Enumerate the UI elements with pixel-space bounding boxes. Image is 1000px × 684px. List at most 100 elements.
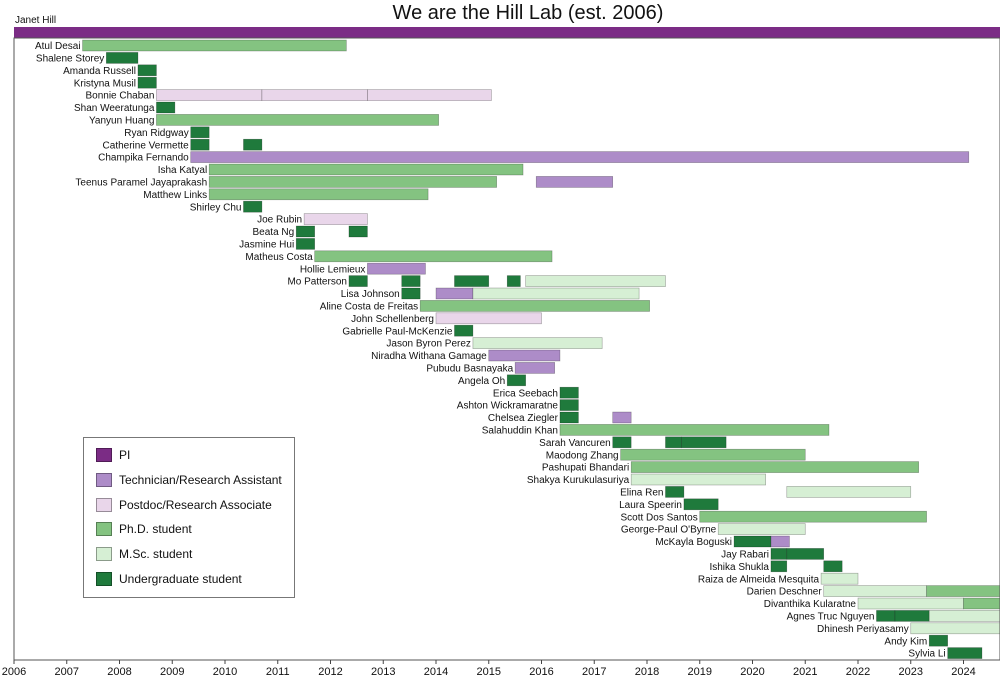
member-label-laura-speerin: Laura Speerin <box>619 500 682 511</box>
legend: PI Technician/Research Assistant Postdoc… <box>83 437 295 598</box>
member-label-shan-weeratunga: Shan Weeratunga <box>74 103 155 114</box>
x-tick-label-2012: 2012 <box>318 666 342 678</box>
bar-aline-costa-de-freitas-1 <box>420 300 649 311</box>
bar-mo-patterson-3 <box>454 276 488 287</box>
bar-agnes-truc-nguyen-1 <box>876 610 894 621</box>
bar-sarah-vancuren-1 <box>613 437 631 448</box>
member-label-ishika-shukla: Ishika Shukla <box>709 562 769 573</box>
bar-hollie-lemieux-1 <box>367 263 425 274</box>
bar-jay-rabari-1 <box>771 548 787 559</box>
bar-lisa-johnson-3 <box>473 288 639 299</box>
x-tick-label-2016: 2016 <box>529 666 553 678</box>
bar-atul-desai-1 <box>83 40 347 51</box>
member-label-dhinesh-periyasamy: Dhinesh Periyasamy <box>817 624 909 635</box>
bar-mo-patterson-2 <box>402 276 420 287</box>
bar-teenus-paramel-jayaprakash-1 <box>209 176 496 187</box>
member-label-salahuddin-khan: Salahuddin Khan <box>482 426 558 437</box>
legend-swatch-msc <box>96 547 112 561</box>
legend-item-ug: Undergraduate student <box>96 571 242 587</box>
bar-lisa-johnson-1 <box>402 288 420 299</box>
x-tick-label-2010: 2010 <box>213 666 237 678</box>
member-label-niradha-withana-gamage: Niradha Withana Gamage <box>371 351 487 362</box>
bar-beata-ng-2 <box>349 226 367 237</box>
member-label-sylvia-li: Sylvia Li <box>908 649 945 660</box>
bar-matthew-links-1 <box>209 189 428 200</box>
legend-swatch-postdoc <box>96 498 112 512</box>
bar-beata-ng-1 <box>296 226 314 237</box>
bar-pubudu-basnayaka-1 <box>515 362 555 373</box>
member-label-ashton-wickramaratne: Ashton Wickramaratne <box>457 401 559 412</box>
bar-teenus-paramel-jayaprakash-2 <box>536 176 612 187</box>
bar-agnes-truc-nguyen-3 <box>929 610 1000 621</box>
bar-raiza-de-almeida-mesquita-1 <box>821 573 858 584</box>
bar-scott-dos-santos-1 <box>700 511 927 522</box>
legend-item-postdoc: Postdoc/Research Associate <box>96 497 272 513</box>
legend-item-phd: Ph.D. student <box>96 521 192 537</box>
legend-swatch-pi <box>96 448 112 462</box>
bar-jay-rabari-2 <box>787 548 824 559</box>
member-label-lisa-johnson: Lisa Johnson <box>341 289 400 300</box>
bar-amanda-russell-1 <box>138 65 156 76</box>
bar-bonnie-chaban-3 <box>367 90 491 101</box>
member-label-darien-deschner: Darien Deschner <box>747 587 823 598</box>
member-label-champika-fernando: Champika Fernando <box>98 153 189 164</box>
bar-andy-kim-1 <box>929 635 947 646</box>
legend-item-pi: PI <box>96 447 130 463</box>
bar-pashupati-bhandari-1 <box>631 462 918 473</box>
bar-divanthika-kularatne-1 <box>858 598 964 609</box>
member-label-amanda-russell: Amanda Russell <box>63 66 136 77</box>
member-label-matthew-links: Matthew Links <box>143 190 207 201</box>
bar-agnes-truc-nguyen-2 <box>895 610 929 621</box>
member-label-aline-costa-de-freitas: Aline Costa de Freitas <box>320 302 418 313</box>
member-label-joe-rubin: Joe Rubin <box>257 215 302 226</box>
bar-erica-seebach-1 <box>560 387 578 398</box>
member-label-kristyna-musil: Kristyna Musil <box>74 78 136 89</box>
x-tick-label-2015: 2015 <box>477 666 501 678</box>
member-label-hollie-lemieux: Hollie Lemieux <box>300 264 366 275</box>
x-tick-label-2014: 2014 <box>424 666 448 678</box>
bar-sylvia-li-1 <box>948 648 982 659</box>
bar-angela-oh-1 <box>507 375 525 386</box>
x-tick-label-2013: 2013 <box>371 666 395 678</box>
bar-laura-speerin-1 <box>684 499 718 510</box>
bar-shalene-storey-1 <box>106 52 138 63</box>
member-label-agnes-truc-nguyen: Agnes Truc Nguyen <box>787 612 875 623</box>
member-label-divanthika-kularatne: Divanthika Kularatne <box>764 599 857 610</box>
bar-jasmine-hui-1 <box>296 238 314 249</box>
member-label-scott-dos-santos: Scott Dos Santos <box>620 512 697 523</box>
bar-isha-katyal-1 <box>209 164 523 175</box>
x-tick-label-2007: 2007 <box>55 666 79 678</box>
bar-shirley-chu-1 <box>243 201 261 212</box>
member-label-shakya-kurukulasuriya: Shakya Kurukulasuriya <box>527 475 630 486</box>
bar-darien-deschner-1 <box>824 586 927 597</box>
x-tick-label-2023: 2023 <box>899 666 923 678</box>
bar-jason-byron-perez-1 <box>473 338 602 349</box>
bar-champika-fernando-1 <box>191 152 969 163</box>
x-tick-label-2008: 2008 <box>107 666 131 678</box>
legend-swatch-phd <box>96 522 112 536</box>
legend-label-msc: M.Sc. student <box>119 547 192 561</box>
member-label-erica-seebach: Erica Seebach <box>493 388 558 399</box>
chart-title: We are the Hill Lab (est. 2006) <box>393 2 664 24</box>
legend-label-pi: PI <box>119 448 130 462</box>
member-label-mo-patterson: Mo Patterson <box>287 277 346 288</box>
x-tick-label-2019: 2019 <box>688 666 712 678</box>
member-label-pashupati-bhandari: Pashupati Bhandari <box>542 463 629 474</box>
legend-swatch-tech <box>96 473 112 487</box>
member-label-maodong-zhang: Maodong Zhang <box>546 450 619 461</box>
bar-mo-patterson-5 <box>526 276 666 287</box>
member-label-beata-ng: Beata Ng <box>253 227 295 238</box>
bar-mo-patterson-1 <box>349 276 367 287</box>
member-label-jason-byron-perez: Jason Byron Perez <box>386 339 471 350</box>
bar-salahuddin-khan-1 <box>560 424 829 435</box>
member-label-andy-kim: Andy Kim <box>884 636 927 647</box>
member-label-gabrielle-paul-mckenzie: Gabrielle Paul-McKenzie <box>342 326 452 337</box>
member-label-yanyun-huang: Yanyun Huang <box>89 116 154 127</box>
bar-ishika-shukla-2 <box>824 561 842 572</box>
legend-label-phd: Ph.D. student <box>119 522 192 536</box>
bar-catherine-vermette-1 <box>191 139 209 150</box>
x-tick-label-2018: 2018 <box>635 666 659 678</box>
bar-shan-weeratunga-1 <box>156 102 174 113</box>
